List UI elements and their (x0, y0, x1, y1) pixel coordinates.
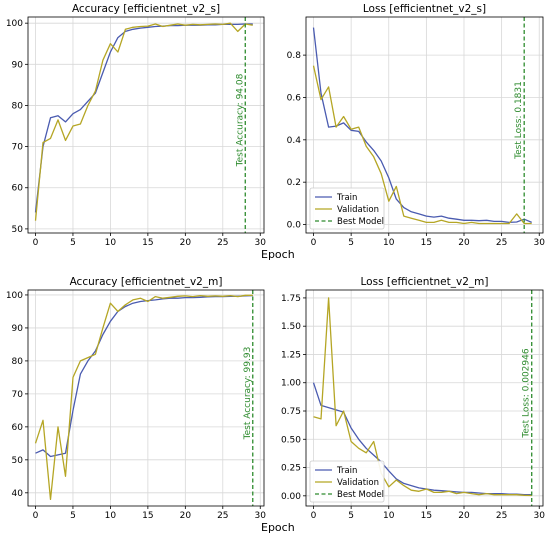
axes-frame (305, 289, 544, 507)
y-tick-label: 70 (12, 143, 24, 153)
y-tick-label: 0.6 (287, 93, 302, 103)
chart-title: Accuracy [efficientnet_v2_s] (72, 3, 220, 15)
x-tick-label: 30 (255, 238, 267, 248)
axes-frame (305, 16, 544, 234)
x-tick-label: 10 (383, 238, 395, 248)
y-tick-label: 0.4 (287, 136, 302, 146)
x-tick-label: 5 (348, 238, 354, 248)
legend-label: Train (336, 193, 357, 203)
legend-label: Train (336, 466, 357, 476)
x-tick-label: 30 (534, 238, 546, 248)
series-line-train (35, 294, 253, 458)
axes-frame (27, 289, 265, 507)
x-tick-label: 25 (496, 238, 507, 248)
legend-label: Best Model (337, 490, 384, 500)
y-tick-label: 1.00 (281, 379, 301, 389)
y-tick-label: 90 (12, 60, 24, 70)
y-tick-label: 100 (6, 19, 23, 29)
y-tick-label: 50 (12, 225, 24, 235)
legend-box (309, 187, 385, 230)
y-tick-label: 1.75 (281, 294, 301, 304)
y-tick-label: 80 (12, 101, 24, 111)
x-tick-label: 30 (255, 511, 267, 521)
axes-frame (27, 16, 265, 234)
x-tick-label: 10 (383, 511, 395, 521)
x-tick-label: 20 (458, 511, 470, 521)
y-tick-label: 60 (12, 423, 24, 433)
y-tick-label: 1.50 (281, 322, 301, 332)
x-tick-label: 15 (421, 238, 432, 248)
x-tick-label: 5 (70, 238, 76, 248)
series-line-validation (313, 297, 532, 497)
x-axis-label-bottom: Epoch (261, 521, 295, 534)
y-tick-label: 60 (12, 184, 24, 194)
y-tick-label: 80 (12, 357, 24, 367)
chart-panel-2 (25, 289, 265, 509)
x-tick-label: 0 (311, 238, 317, 248)
test-metric-annotation: Test Loss: 0.1831 (514, 81, 524, 160)
legend-label: Validation (337, 205, 379, 215)
chart-title: Loss [efficientnet_v2_s] (363, 3, 486, 15)
y-tick-label: 0.8 (287, 51, 302, 61)
x-tick-label: 10 (105, 511, 117, 521)
y-tick-label: 0.00 (281, 492, 301, 502)
x-tick-label: 15 (421, 511, 432, 521)
x-tick-label: 5 (348, 511, 354, 521)
y-tick-label: 70 (12, 390, 24, 400)
x-tick-label: 0 (311, 511, 317, 521)
y-tick-label: 40 (12, 489, 24, 499)
series-line-validation (34, 22, 253, 221)
y-tick-label: 0.50 (281, 435, 301, 445)
y-tick-label: 0.0 (287, 221, 302, 231)
legend-box (309, 460, 385, 503)
series-line-validation (312, 65, 532, 225)
test-metric-annotation: Test Loss: 0.002946 (522, 348, 532, 438)
y-tick-label: 100 (6, 291, 23, 301)
chart-panel-0 (25, 16, 265, 236)
y-tick-label: 50 (12, 456, 24, 466)
chart-panel-1 (303, 16, 544, 236)
series-line-train (34, 23, 253, 213)
x-tick-label: 20 (458, 238, 470, 248)
x-tick-label: 25 (496, 511, 507, 521)
legend-label: Best Model (337, 217, 384, 227)
x-tick-label: 5 (70, 511, 76, 521)
test-metric-annotation: Test Accuracy: 94.08 (235, 73, 245, 167)
chart-title: Accuracy [efficientnet_v2_m] (70, 276, 223, 288)
test-metric-annotation: Test Accuracy: 99.93 (243, 347, 253, 441)
y-tick-label: 0.75 (281, 407, 301, 417)
x-tick-label: 0 (33, 238, 39, 248)
x-tick-label: 20 (180, 511, 192, 521)
x-tick-label: 25 (217, 511, 228, 521)
x-tick-label: 20 (180, 238, 192, 248)
x-tick-label: 0 (33, 511, 39, 521)
y-tick-label: 1.25 (281, 350, 301, 360)
x-tick-label: 10 (105, 238, 117, 248)
y-tick-label: 0.25 (281, 464, 301, 474)
y-tick-label: 90 (12, 324, 24, 334)
series-line-train (312, 382, 532, 496)
series-line-train (312, 27, 532, 224)
x-tick-label: 15 (142, 238, 153, 248)
legend-label: Validation (337, 478, 379, 488)
x-tick-label: 30 (534, 511, 546, 521)
x-tick-label: 25 (217, 238, 228, 248)
x-tick-label: 15 (142, 511, 153, 521)
chart-title: Loss [efficientnet_v2_m] (361, 276, 489, 288)
x-axis-label-top: Epoch (261, 248, 295, 261)
y-tick-label: 0.2 (287, 178, 301, 188)
chart-panel-3 (303, 289, 544, 509)
series-line-validation (34, 294, 253, 501)
